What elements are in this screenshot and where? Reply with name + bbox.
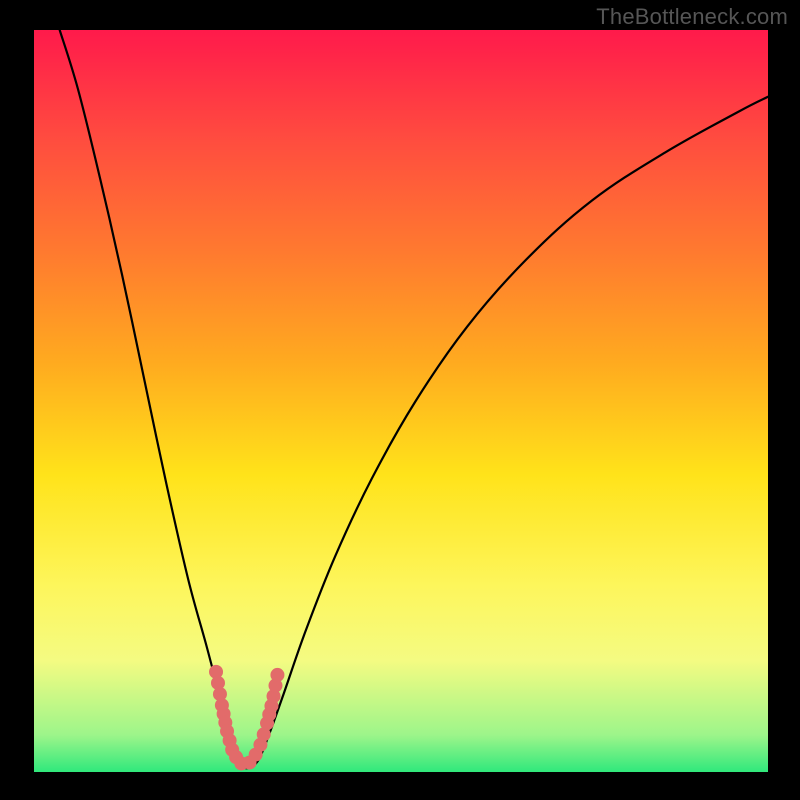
bottleneck-curve bbox=[60, 30, 768, 768]
plot-svg bbox=[34, 30, 768, 772]
bottleneck-marker bbox=[209, 665, 284, 771]
plot-area bbox=[34, 30, 768, 772]
watermark-text: TheBottleneck.com bbox=[596, 4, 788, 30]
